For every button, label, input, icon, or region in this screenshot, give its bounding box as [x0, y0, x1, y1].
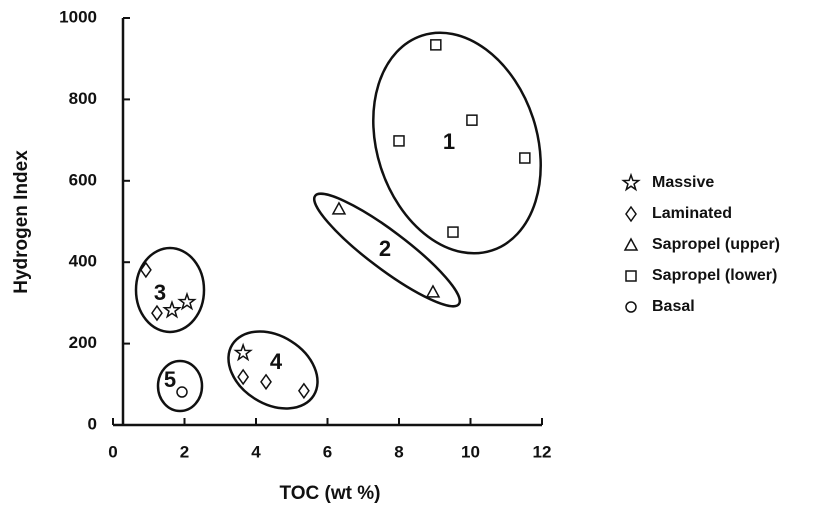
marker-star [233, 342, 253, 362]
group-label: 4 [270, 349, 283, 374]
x-tick-label: 2 [180, 442, 189, 461]
marker-square [466, 114, 478, 126]
group-ellipse [372, 31, 542, 255]
marker-square [393, 135, 405, 147]
y-tick-label: 0 [88, 414, 97, 433]
marker-star [621, 172, 641, 192]
x-tick-label: 6 [323, 442, 332, 461]
marker-triangle [331, 201, 347, 215]
legend-label: Massive [652, 174, 714, 191]
marker-square [430, 39, 442, 51]
x-tick-label: 10 [461, 442, 480, 461]
group-ellipse [312, 192, 462, 308]
marker-diamond [625, 205, 637, 223]
y-tick-label: 200 [69, 333, 97, 352]
x-tick-label: 12 [533, 442, 552, 461]
group-outlines [134, 31, 542, 413]
legend-label: Sapropel (upper) [652, 236, 780, 253]
marker-star [177, 291, 197, 311]
y-tick-label: 1000 [59, 7, 97, 26]
y-axis-title: Hydrogen Index [11, 150, 32, 294]
group-label: 5 [164, 367, 176, 392]
marker-square [447, 226, 459, 238]
x-tick-label: 0 [108, 442, 117, 461]
y-tick-label: 400 [69, 252, 97, 271]
marker-diamond [297, 382, 310, 400]
legend-label: Sapropel (lower) [652, 267, 777, 284]
group-ellipse [134, 246, 206, 334]
marker-diamond [260, 373, 272, 391]
group-label: 2 [379, 236, 391, 261]
marker-square [519, 152, 531, 164]
legend-label: Basal [652, 298, 695, 315]
legend-label: Laminated [652, 205, 732, 222]
x-tick-label: 8 [394, 442, 403, 461]
marker-circle [176, 386, 188, 398]
marker-square [625, 270, 637, 282]
y-tick-label: 600 [69, 170, 97, 189]
marker-diamond [139, 261, 152, 279]
group-ellipse [156, 359, 204, 413]
marker-diamond [237, 368, 250, 386]
x-axis-title: TOC (wt %) [280, 483, 381, 504]
marker-circle [625, 301, 637, 313]
group-label: 1 [443, 129, 455, 154]
y-tick-label: 800 [69, 89, 97, 108]
group-label: 3 [154, 280, 166, 305]
marker-star [162, 299, 182, 319]
group-ellipse [227, 330, 319, 410]
marker-diamond [151, 304, 163, 322]
marker-triangle [425, 284, 441, 298]
marker-triangle [623, 237, 639, 251]
x-tick-label: 4 [251, 442, 261, 461]
